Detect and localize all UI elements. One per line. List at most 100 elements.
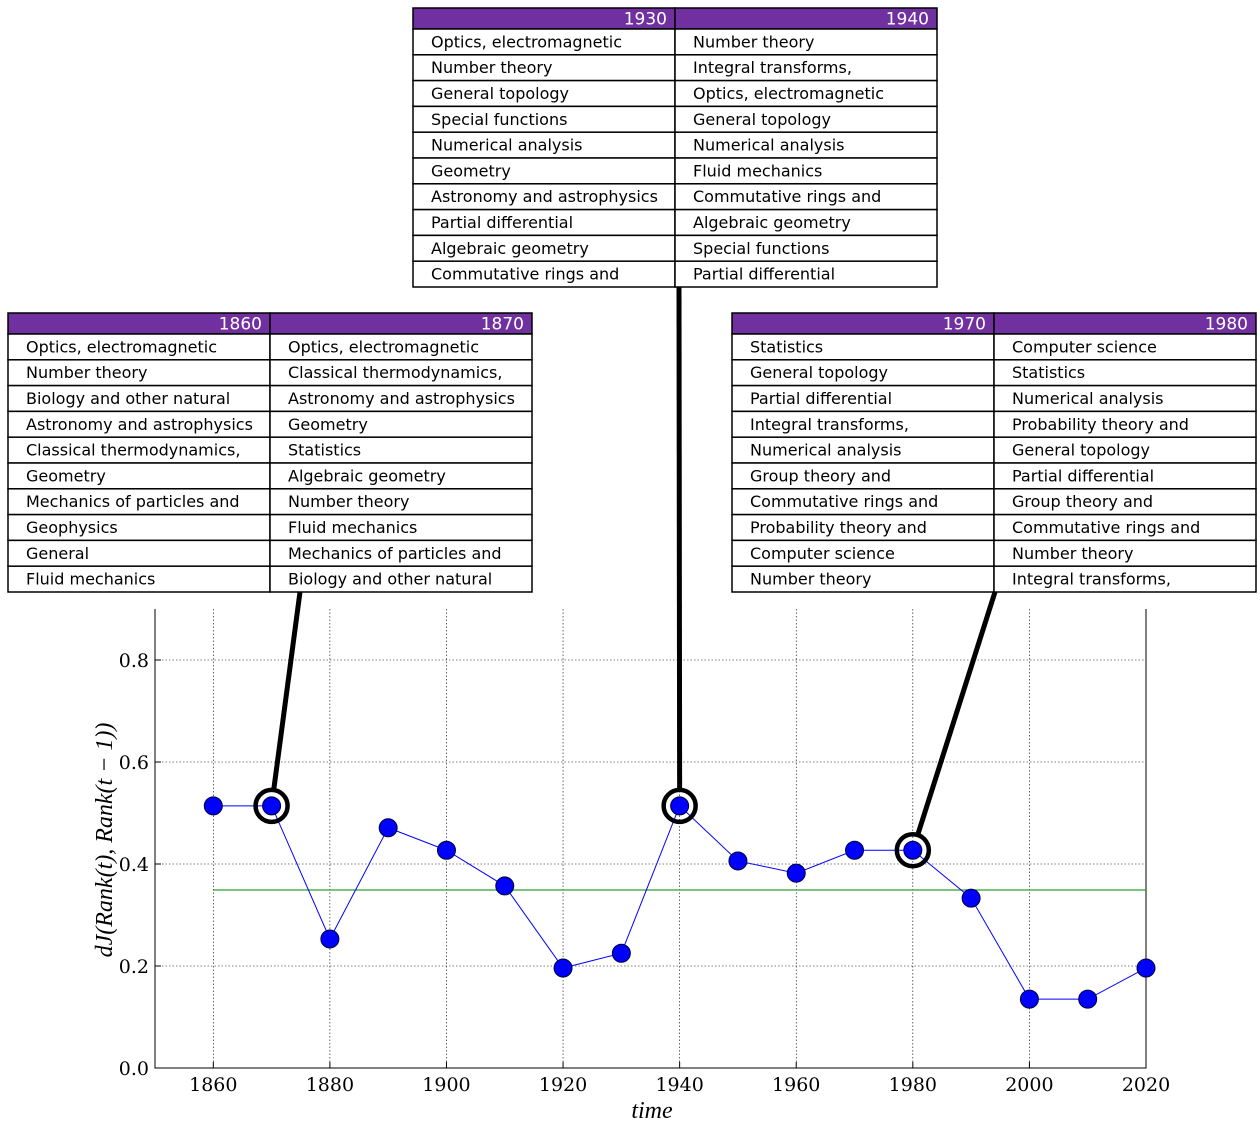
table-cell-text: Commutative rings and xyxy=(693,187,881,206)
table-header: 1980 xyxy=(1205,315,1248,335)
table-cell xyxy=(412,54,676,82)
table-cell xyxy=(412,260,676,288)
table-cell-text: Numerical analysis xyxy=(1012,389,1163,408)
table-cell-text: Partial differential xyxy=(431,213,573,232)
table-cell-text: Probability theory and xyxy=(1012,415,1189,434)
table-header: 1930 xyxy=(624,10,667,30)
callout-table: 1970 Statistics General topology Partial di… xyxy=(731,312,1257,593)
table-cell-text: Numerical analysis xyxy=(693,136,844,155)
table-cell-text: Special functions xyxy=(431,110,567,129)
table-cell-text: Numerical analysis xyxy=(750,441,901,460)
table-cell-text: Optics, electromagnetic xyxy=(431,32,622,51)
table-cell-text: Statistics xyxy=(1012,363,1085,382)
table-cell-text: Commutative rings and xyxy=(431,265,619,284)
table-header: 1860 xyxy=(219,315,262,335)
table-cell-text: Commutative rings and xyxy=(750,492,938,511)
table-cell-text: Fluid mechanics xyxy=(288,518,417,537)
table-cell xyxy=(731,462,995,490)
data-point xyxy=(436,840,456,860)
table-cell-text: Numerical analysis xyxy=(431,136,582,155)
y-axis-label: dJ(Rank(t), Rank(t − 1)) xyxy=(92,723,118,958)
table-cell xyxy=(674,234,938,262)
data-point xyxy=(378,818,398,838)
table-cell-text: Integral transforms, xyxy=(1012,570,1171,589)
data-point xyxy=(845,840,865,860)
table-cell xyxy=(7,488,271,516)
table-cell-text: Computer science xyxy=(750,544,895,563)
table-cell-text: Biology and other natural xyxy=(26,389,230,408)
y-tick-label: 0.6 xyxy=(119,752,149,774)
table-cell xyxy=(7,359,271,387)
table-cell xyxy=(993,462,1257,490)
data-point xyxy=(320,929,340,949)
table-cell-text: Mechanics of particles and xyxy=(288,544,502,563)
table-cell-text: Partial differential xyxy=(750,389,892,408)
table-cell xyxy=(269,410,533,438)
table-cell xyxy=(993,565,1257,593)
table-cell-text: General topology xyxy=(750,363,888,382)
table-cell xyxy=(269,488,533,516)
data-point xyxy=(262,796,282,816)
data-point xyxy=(1019,989,1039,1009)
y-tick-label: 0.0 xyxy=(119,1058,149,1080)
table-cell xyxy=(731,513,995,542)
x-tick-label: 1980 xyxy=(889,1074,937,1096)
table-cell-text: Number theory xyxy=(288,492,409,511)
data-point xyxy=(553,958,573,978)
table-cell-text: Group theory and xyxy=(1012,492,1153,511)
table-cell xyxy=(731,359,995,387)
table-cell-text: Number theory xyxy=(750,570,871,589)
table-cell-text: General topology xyxy=(693,110,831,129)
data-point xyxy=(203,796,223,816)
table-cell-text: Commutative rings and xyxy=(1012,518,1200,537)
table-cell-text: Group theory and xyxy=(750,466,891,485)
table-cell-text: Fluid mechanics xyxy=(693,161,822,180)
data-point xyxy=(786,863,806,883)
table-cell-text: Partial differential xyxy=(693,265,835,284)
table-cell-text: Statistics xyxy=(288,441,361,460)
table-cell-text: Geophysics xyxy=(26,518,118,537)
x-tick-label: 1960 xyxy=(772,1074,820,1096)
data-point xyxy=(611,943,631,963)
data-point xyxy=(961,888,981,908)
table-cell xyxy=(674,183,938,211)
x-tick-label: 2000 xyxy=(1005,1074,1053,1096)
data-point xyxy=(903,840,923,860)
table-cell-text: Fluid mechanics xyxy=(26,570,155,589)
x-tick-label: 2020 xyxy=(1122,1074,1170,1096)
table-cell-text: Classical thermodynamics, xyxy=(26,441,240,460)
highlight-ring xyxy=(894,831,932,869)
callout-line xyxy=(676,286,683,789)
table-cell xyxy=(674,260,938,288)
table-cell xyxy=(993,359,1257,387)
table-cell-text: Astronomy and astrophysics xyxy=(431,187,658,206)
table-cell xyxy=(269,359,533,387)
table-cell-text: Partial differential xyxy=(1012,466,1154,485)
table-cell xyxy=(993,436,1257,464)
table-cell xyxy=(993,539,1257,567)
table-cell xyxy=(7,462,271,490)
x-tick-label: 1860 xyxy=(189,1074,237,1096)
table-cell-text: Integral transforms, xyxy=(693,58,852,77)
table-cell-text: Computer science xyxy=(1012,337,1157,356)
x-axis-label: time xyxy=(631,1098,673,1124)
data-point xyxy=(1078,989,1098,1009)
table-cell-text: Biology and other natural xyxy=(288,570,492,589)
table-cell xyxy=(731,333,995,361)
table-cell xyxy=(731,410,995,438)
data-point xyxy=(1136,958,1156,978)
x-tick-label: 1900 xyxy=(422,1074,470,1096)
table-header: 1870 xyxy=(481,315,524,335)
table-cell xyxy=(7,539,271,567)
callout-line xyxy=(271,591,303,790)
data-point xyxy=(670,796,690,816)
table-cell-text: Integral transforms, xyxy=(750,415,909,434)
table-cell xyxy=(993,333,1257,361)
table-cell xyxy=(674,54,938,82)
table-cell xyxy=(412,79,676,108)
table-cell-text: Algebraic geometry xyxy=(288,466,446,485)
table-cell-text: Algebraic geometry xyxy=(693,213,851,232)
